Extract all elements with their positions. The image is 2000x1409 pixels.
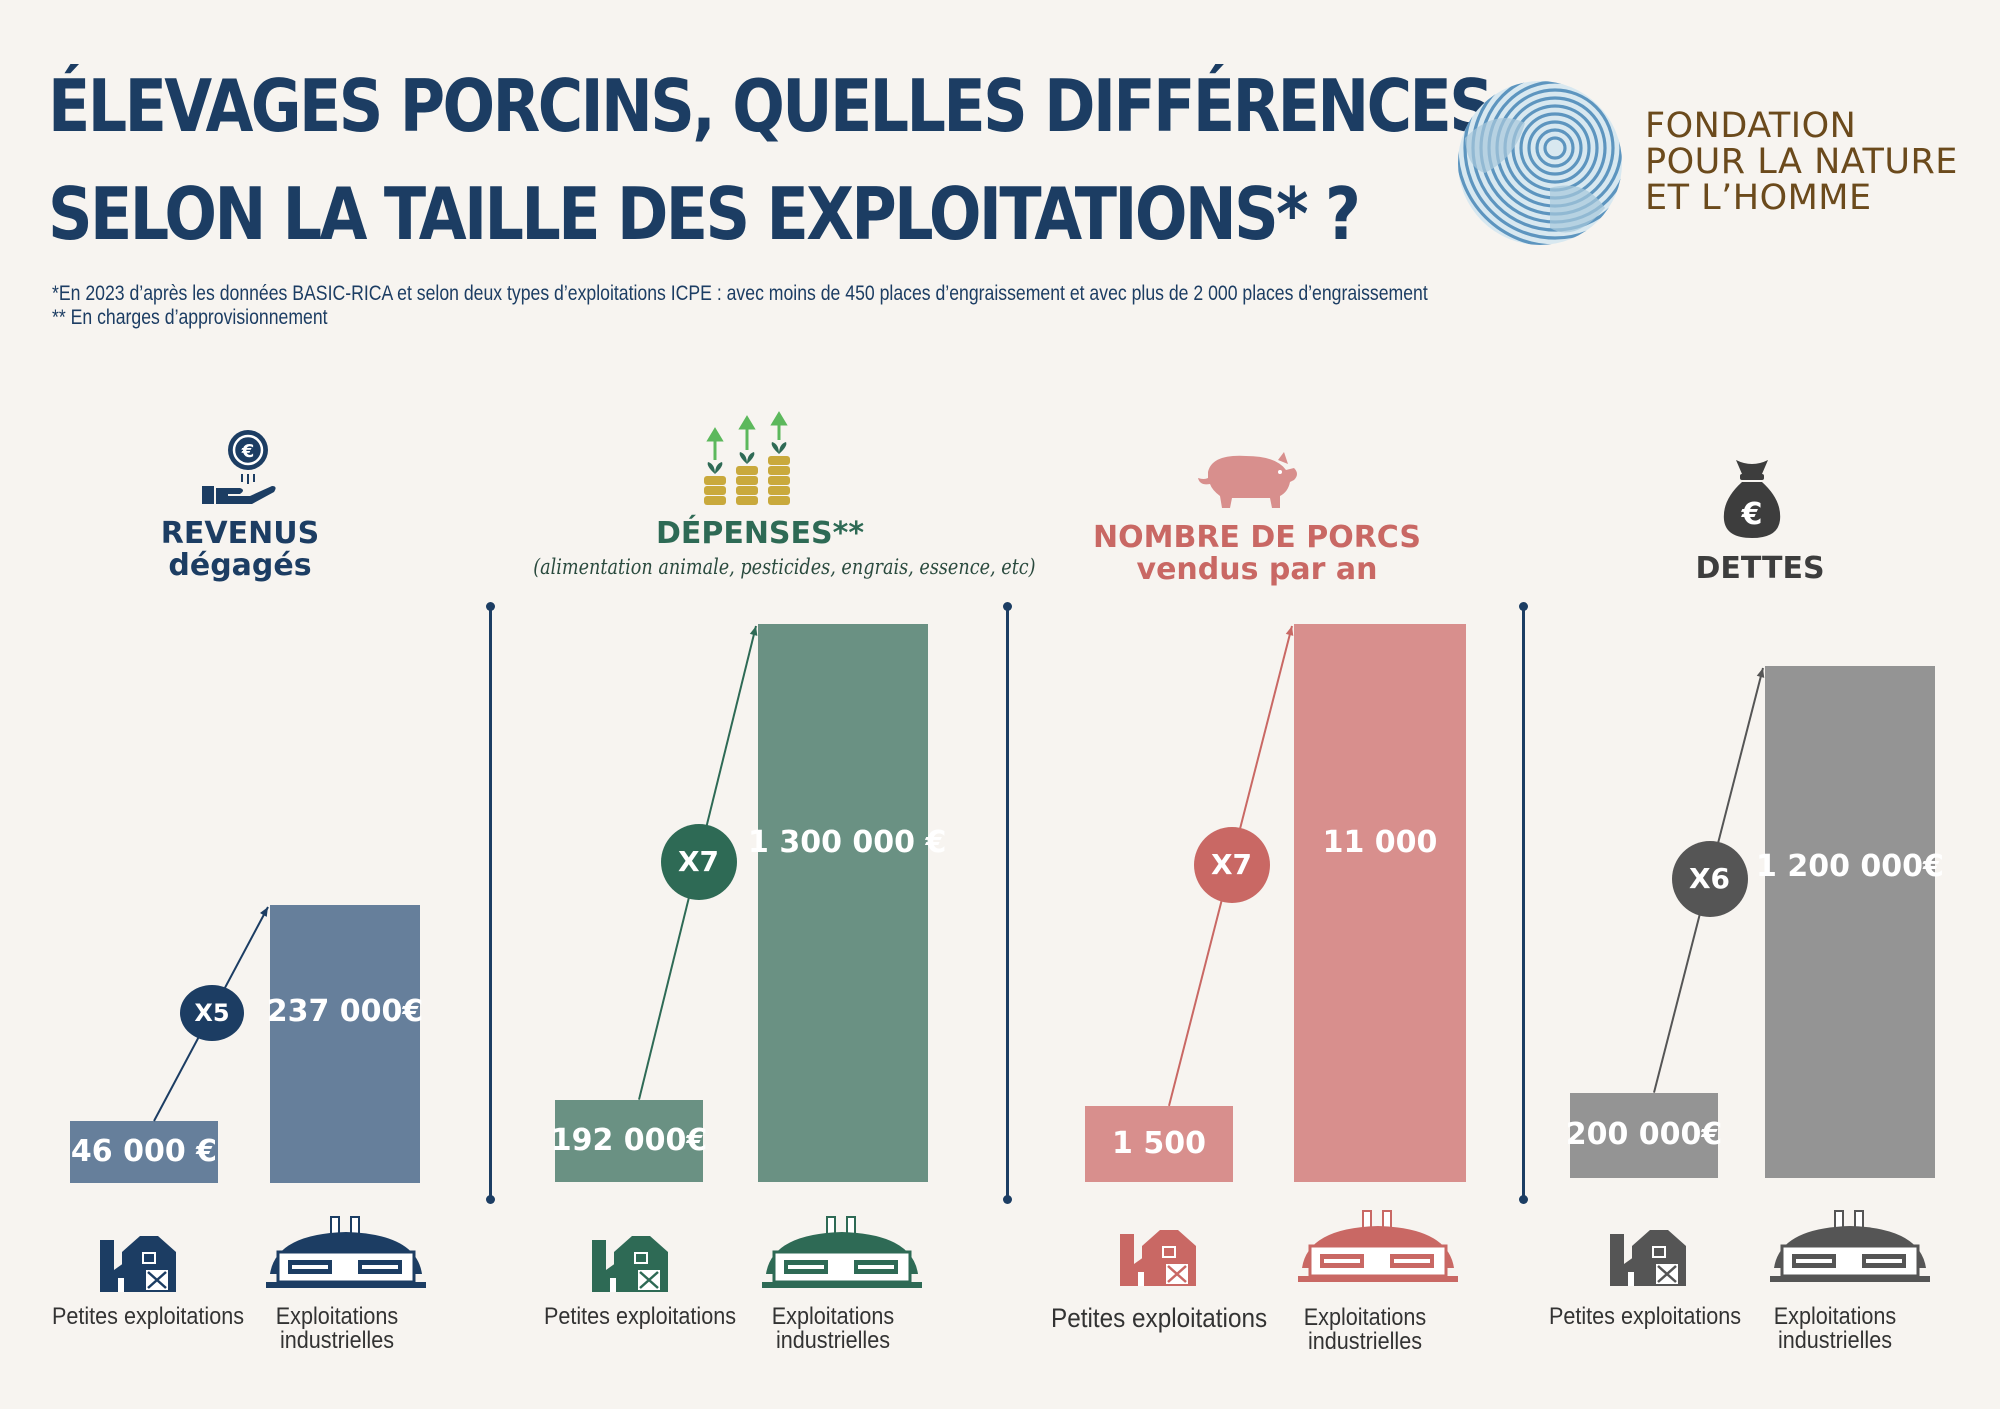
porcs-factory-icon xyxy=(1298,1210,1458,1282)
depenses-category-industrielles: Exploitations industrielles xyxy=(757,1305,910,1353)
revenus-value-label-industrielles: 237 000€ xyxy=(266,994,424,1030)
porcs-category-industrielles: Exploitations industrielles xyxy=(1289,1306,1442,1354)
coin-hand-icon: € xyxy=(202,430,276,504)
title-line-2: SELON LA TAILLE DES EXPLOITATIONS* ? xyxy=(48,172,1361,256)
dettes-multiplier-badge: X6 xyxy=(1671,841,1748,918)
divider-3 xyxy=(1519,602,1528,1204)
depenses-multiplier-badge: X7 xyxy=(660,823,737,900)
revenus-title-line: REVENUS xyxy=(160,516,320,551)
title-line-1: ÉLEVAGES PORCINS, QUELLES DIFFÉRENCES xyxy=(48,64,1494,148)
dettes-factory-icon xyxy=(1770,1210,1930,1282)
revenus-title: REVENUS dégagés xyxy=(120,518,360,582)
revenus-bar-petites xyxy=(70,1121,218,1183)
depenses-subtitle: (alimentation animale, pesticides, engra… xyxy=(533,555,1036,579)
logo-line-1: FONDATION xyxy=(1645,106,1857,146)
revenus-value-label-petites: 46 000 € xyxy=(70,1134,218,1169)
category-industrielles-line-1: Exploitations xyxy=(1773,1303,1897,1330)
porcs-value-label-petites: 1 500 xyxy=(1112,1125,1206,1161)
svg-text:€: € xyxy=(241,441,255,462)
pig-icon xyxy=(1198,452,1297,508)
revenus-multiplier-badge: X5 xyxy=(180,985,244,1041)
porcs-category-petites: Petites exploitations xyxy=(1051,1303,1268,1333)
porcs-subtitle: vendus par an xyxy=(1136,552,1378,587)
revenus-factory-icon xyxy=(266,1216,426,1288)
porcs-value-label-industrielles: 11 000 xyxy=(1322,825,1438,861)
dettes-bar-industrielles xyxy=(1765,666,1935,1178)
revenus-bar-industrielles xyxy=(270,905,420,1183)
revenus-subtitle: dégagés xyxy=(168,548,312,583)
dettes-category-industrielles: Exploitations industrielles xyxy=(1759,1305,1912,1353)
depenses-title: DÉPENSES** xyxy=(655,516,865,551)
footnotes: *En 2023 d’après les données BASIC-RICA … xyxy=(52,282,1428,330)
growing-coins-icon xyxy=(704,411,790,505)
category-industrielles-line-2: industrielles xyxy=(775,1327,891,1354)
logo-line-3: ET L’HOMME xyxy=(1645,178,1872,218)
logo-line-2: POUR LA NATURE xyxy=(1645,142,1958,182)
dettes-small-farm-icon xyxy=(1610,1230,1686,1286)
revenus-small-farm-icon xyxy=(100,1236,176,1292)
depenses-bar-industrielles xyxy=(758,624,928,1182)
category-industrielles-line-2: industrielles xyxy=(1777,1327,1893,1354)
depenses-small-farm-icon xyxy=(592,1236,668,1292)
category-industrielles-line-1: Exploitations xyxy=(771,1303,895,1330)
category-industrielles-line-1: Exploitations xyxy=(275,1303,399,1330)
footnote-2: ** En charges d’approvisionnement xyxy=(52,306,328,329)
svg-text:€: € xyxy=(1741,497,1763,532)
page-title: ÉLEVAGES PORCINS, QUELLES DIFFÉRENCES SE… xyxy=(48,52,1494,268)
depenses-value-label-petites: 192 000€ xyxy=(550,1122,708,1158)
footnote-1: *En 2023 d’après les données BASIC-RICA … xyxy=(52,282,1428,305)
category-industrielles-line-2: industrielles xyxy=(279,1327,395,1354)
logo-text: FONDATION POUR LA NATURE ET L’HOMME xyxy=(1645,108,1958,216)
porcs-bar-industrielles xyxy=(1294,624,1466,1182)
revenus-category-petites: Petites exploitations xyxy=(51,1303,245,1330)
porcs-bar-petites xyxy=(1085,1105,1233,1182)
depenses-value-label-industrielles: 1 300 000 € xyxy=(748,825,947,861)
revenus-category-industrielles: Exploitations industrielles xyxy=(261,1305,414,1353)
money-bag-icon: € xyxy=(1723,460,1781,538)
porcs-multiplier-badge: X7 xyxy=(1193,826,1270,903)
dettes-category-petites: Petites exploitations xyxy=(1548,1303,1742,1330)
category-industrielles-line-2: industrielles xyxy=(1307,1328,1423,1355)
category-industrielles-line-1: Exploitations xyxy=(1303,1304,1427,1331)
depenses-bar-petites xyxy=(555,1099,703,1182)
divider-2 xyxy=(1003,602,1012,1204)
dettes-value-label-petites: 200 000€ xyxy=(1565,1117,1723,1153)
porcs-small-farm-icon xyxy=(1120,1230,1196,1286)
dettes-title: DETTES xyxy=(1695,551,1825,586)
porcs-title: NOMBRE DE PORCS vendus par an xyxy=(1082,522,1432,586)
dettes-value-label-industrielles: 1 200 000€ xyxy=(1756,848,1944,884)
depenses-category-petites: Petites exploitations xyxy=(543,1303,737,1330)
depenses-factory-icon xyxy=(762,1216,922,1288)
fingerprint-globe-icon xyxy=(1458,81,1622,245)
porcs-title-line: NOMBRE DE PORCS xyxy=(1093,520,1421,555)
dettes-bar-petites xyxy=(1570,1092,1718,1178)
divider-1 xyxy=(486,602,495,1204)
